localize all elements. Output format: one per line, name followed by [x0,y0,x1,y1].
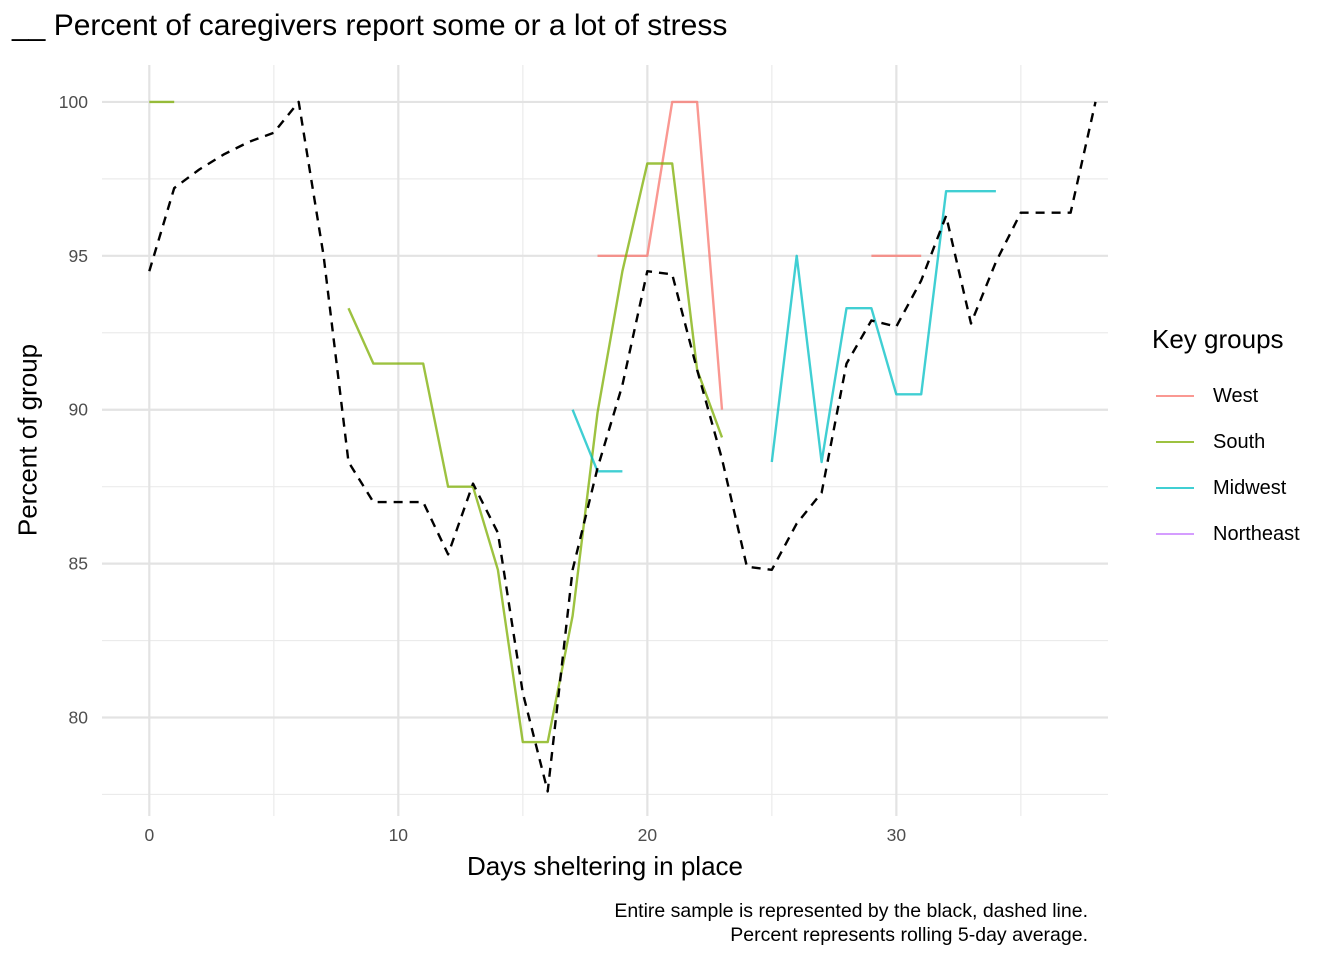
y-tick-label: 85 [69,554,88,574]
series-lines [148,100,1097,793]
y-tick-label: 80 [69,708,89,728]
series-line-entire-sample [148,100,1097,793]
legend-item-south: South [1152,419,1300,465]
legend-label-south: South [1213,430,1266,453]
x-tick-label: 20 [638,825,658,845]
series-line-west [597,100,922,410]
axis-tick-labels: 0 10 20 30 80 85 90 95 100 [59,92,907,845]
y-axis-label: Percent of group [12,343,43,537]
legend-key-northeast [1156,533,1194,535]
legend-item-midwest: Midwest [1152,465,1300,511]
legend-label-northeast: Northeast [1213,522,1300,545]
x-axis-label: Days sheltering in place [466,851,744,881]
legend-label-west: West [1213,384,1259,407]
chart-caption: Entire sample is represented by the blac… [614,899,1088,947]
legend-item-west: West [1152,373,1300,419]
series-line-south [149,100,724,744]
grid-layer [102,65,1108,816]
series-line-midwest [571,190,996,473]
legend-title: Key groups [1152,324,1284,354]
legend: Key groups West South Midwest Northeast [1152,324,1300,557]
y-tick-label: 90 [69,400,89,420]
y-tick-label: 95 [69,246,88,266]
y-tick-label: 100 [59,92,88,112]
caption-line-1: Entire sample is represented by the blac… [614,900,1088,922]
x-tick-label: 0 [144,825,154,845]
legend-key-south [1156,441,1194,443]
legend-item-northeast: Northeast [1152,511,1300,557]
x-tick-label: 30 [887,825,907,845]
legend-key-midwest [1156,487,1194,489]
chart-title: __ Percent of caregivers report some or … [12,9,728,42]
legend-key-west [1156,395,1194,397]
legend-label-midwest: Midwest [1213,476,1287,499]
caption-line-2: Percent represents rolling 5-day average… [730,924,1088,946]
x-tick-label: 10 [389,825,409,845]
